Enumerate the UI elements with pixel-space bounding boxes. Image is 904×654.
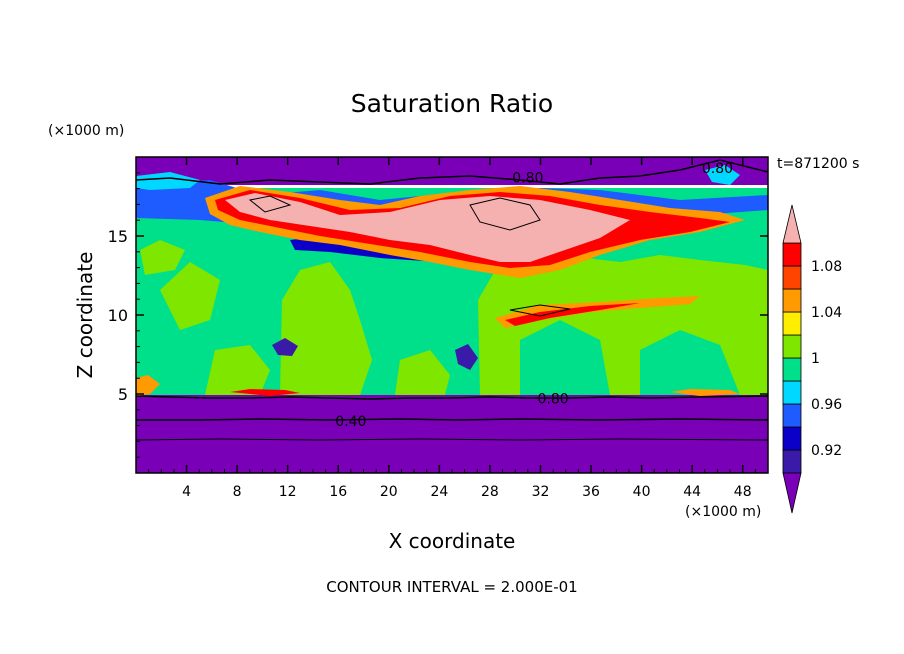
x-tick-label: 40 (633, 484, 651, 500)
x-tick-label: 12 (279, 484, 297, 500)
green-patch (640, 330, 740, 395)
upper-cyan-wisps (705, 165, 740, 185)
mid-streak-red (505, 303, 640, 326)
x-tick-label: 32 (532, 484, 550, 500)
y-axis-label: Z coordinate (73, 252, 97, 379)
x-tick-label: 48 (734, 484, 752, 500)
contour-label: 0.80 (538, 392, 569, 408)
contour-label: 0.80 (702, 161, 733, 177)
contour-line-low (136, 438, 768, 441)
x-axis: 4 8 12 16 20 24 28 32 36 40 44 48 (148, 157, 756, 500)
x-tick-label: 8 (233, 484, 242, 500)
surface-streak (670, 389, 740, 396)
y-tick-label: 15 (108, 227, 128, 246)
green-patch (140, 240, 185, 275)
green-patch (520, 320, 610, 395)
contour-line-cloud (248, 195, 571, 317)
colorbar: 0.92 0.96 1 1.04 1.08 (782, 204, 842, 514)
band-boundary-layer (136, 395, 768, 473)
mid-streak (495, 296, 700, 328)
colorbar-label: 0.96 (811, 397, 842, 413)
green-patch (395, 350, 450, 395)
green-patch (205, 345, 270, 395)
x-tick-label: 24 (430, 484, 448, 500)
colorbar-swatch (782, 288, 802, 313)
chart-title: Saturation Ratio (351, 89, 553, 118)
x-tick-label: 4 (182, 484, 191, 500)
band-stratosphere (136, 157, 768, 185)
upper-cyan-wisps (136, 172, 200, 190)
x-tick-label: 20 (380, 484, 398, 500)
colorbar-swatch (782, 357, 802, 382)
colorbar-label: 1 (811, 351, 820, 367)
y-axis: 5 10 15 (108, 172, 768, 458)
x-unit-label: (×1000 m) (685, 504, 761, 520)
x-tick-label: 44 (683, 484, 701, 500)
colorbar-label: 1.08 (811, 259, 842, 275)
colorbar-swatch (782, 426, 802, 451)
colorbar-label: 1.04 (811, 305, 842, 321)
colorbar-swatch (782, 449, 802, 474)
blue-blob (455, 344, 478, 370)
green-patch (160, 262, 220, 330)
x-axis-label: X coordinate (389, 529, 516, 553)
contour-line-mid (136, 418, 768, 421)
green-patch (280, 262, 372, 395)
colorbar-swatch (782, 265, 802, 290)
surface-streak (230, 389, 300, 396)
colorbar-swatch (782, 242, 802, 267)
x-tick-label: 16 (329, 484, 347, 500)
blue-blob (272, 338, 298, 356)
x-tick-label: 28 (481, 484, 499, 500)
y-unit-label: (×1000 m) (48, 123, 124, 139)
colorbar-swatch (782, 311, 802, 336)
contour-line-upper (136, 159, 768, 185)
colorbar-swatch (782, 380, 802, 405)
y-tick-label: 5 (118, 385, 128, 404)
contour-line-surface (136, 395, 768, 400)
contour-labels: 0.80 0.80 0.80 0.40 (335, 161, 733, 430)
colorbar-label: 0.92 (811, 443, 842, 459)
plot-field: 0.80 0.80 0.80 0.40 (136, 157, 768, 473)
colorbar-swatch (782, 403, 802, 428)
x-tick-label: 36 (582, 484, 600, 500)
contour-label: 0.80 (512, 171, 543, 187)
colorbar-swatch (782, 334, 802, 359)
colorbar-extend-top (782, 204, 802, 244)
surface-streak (136, 375, 160, 396)
contour-label: 0.40 (335, 414, 366, 430)
colorbar-extend-bottom (782, 472, 802, 514)
footer-contour-interval: CONTOUR INTERVAL = 2.000E-01 (326, 578, 577, 596)
cloud-pink (225, 193, 630, 262)
time-label: t=871200 s (777, 156, 859, 172)
y-tick-label: 10 (108, 306, 128, 325)
